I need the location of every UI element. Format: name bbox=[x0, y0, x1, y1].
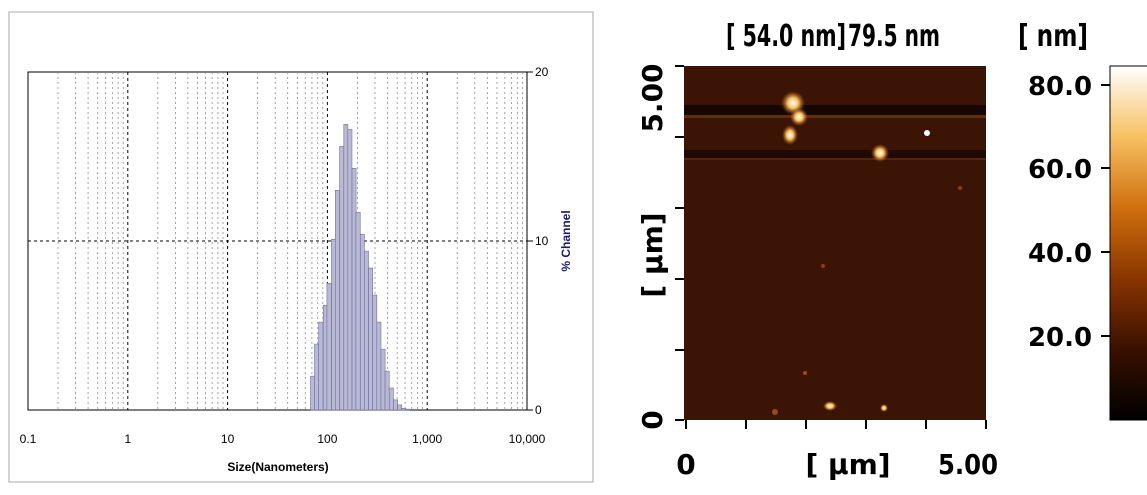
histogram-bar bbox=[318, 321, 324, 411]
particle bbox=[958, 186, 962, 190]
colorbar-tick-80: 80.0 bbox=[1028, 72, 1092, 102]
afm-y-ticks bbox=[675, 65, 684, 421]
histogram-bar bbox=[343, 124, 349, 411]
colorbar bbox=[1109, 65, 1147, 421]
histogram-bar bbox=[397, 404, 402, 411]
x-tick-label: 1 bbox=[124, 432, 131, 446]
particle bbox=[790, 108, 808, 126]
colorbar-tick-60: 60.0 bbox=[1028, 155, 1092, 185]
scan-line-dark bbox=[684, 150, 986, 158]
histogram-bar bbox=[322, 304, 328, 411]
y-tick-label: 0 bbox=[535, 403, 542, 417]
histogram-bar bbox=[347, 129, 353, 411]
afm-image-area bbox=[684, 66, 986, 420]
particle bbox=[871, 144, 889, 162]
particle bbox=[823, 401, 837, 411]
afm-y-axis-label: [ μm] bbox=[636, 212, 669, 297]
particle bbox=[803, 371, 807, 375]
histogram-bar bbox=[310, 375, 315, 411]
histogram-bar bbox=[360, 233, 365, 411]
afm-y-tick-top: 5.00 bbox=[636, 63, 669, 132]
histogram-bar bbox=[372, 294, 378, 411]
histogram-bar bbox=[368, 267, 373, 411]
colorbar-tick-20: 20.0 bbox=[1028, 323, 1092, 353]
y-tick-label: 20 bbox=[535, 65, 549, 79]
afm-range-label: [ 54.0 nm] bbox=[726, 19, 846, 54]
afm-x-axis-label: [ μm] bbox=[805, 448, 890, 481]
chart-frame bbox=[8, 11, 594, 483]
histogram-bar bbox=[405, 408, 411, 411]
particle bbox=[781, 91, 805, 115]
particle bbox=[880, 404, 888, 412]
afm-x-tick-left: 0 bbox=[676, 448, 695, 481]
particle bbox=[924, 130, 930, 136]
histogram-bar bbox=[334, 190, 340, 411]
colorbar-tick-40: 40.0 bbox=[1028, 239, 1092, 269]
x-tick-label: 10,000 bbox=[509, 432, 546, 446]
y-tick-labels: 0 10 20 bbox=[527, 65, 549, 417]
scan-line-dark bbox=[684, 105, 986, 115]
particle bbox=[772, 409, 778, 415]
histogram-bar bbox=[364, 250, 369, 411]
histogram-bar bbox=[355, 211, 361, 411]
histogram-bar bbox=[388, 387, 394, 411]
histogram-bar bbox=[376, 321, 382, 411]
afm-x-ticks bbox=[685, 420, 987, 429]
afm-unit-label: [ nm] bbox=[1018, 19, 1088, 54]
histogram-bar bbox=[393, 399, 398, 411]
particle bbox=[782, 125, 798, 145]
y-tick-label: 10 bbox=[535, 234, 549, 248]
scan-line-bright bbox=[684, 115, 986, 118]
colorbar-ticks bbox=[1101, 84, 1110, 337]
afm-y-tick-bottom: 0 bbox=[636, 410, 669, 429]
histogram-bar bbox=[326, 282, 332, 411]
size-distribution-chart: 0.1 1 10 100 1,000 10,000 0 10 20 Size(Nanomete… bbox=[8, 11, 594, 483]
bar-series bbox=[310, 124, 411, 411]
histogram-bar bbox=[384, 370, 390, 411]
x-tick-label: 10 bbox=[221, 432, 235, 446]
histogram-bar bbox=[339, 146, 345, 411]
x-tick-labels: 0.1 1 10 100 1,000 10,000 bbox=[20, 432, 546, 446]
histogram-bar bbox=[351, 168, 357, 411]
histogram-bar bbox=[380, 348, 386, 411]
histogram-bar bbox=[331, 239, 336, 411]
histogram-bar bbox=[401, 408, 407, 411]
afm-x-tick-right: 5.00 bbox=[938, 448, 998, 481]
y-axis-label: % Channel bbox=[559, 210, 573, 271]
histogram-bar bbox=[314, 343, 320, 411]
afm-height-label: 79.5 nm bbox=[848, 19, 940, 54]
particle bbox=[821, 264, 825, 268]
x-tick-label: 0.1 bbox=[20, 432, 37, 446]
scan-line-bright bbox=[684, 158, 986, 160]
x-tick-label: 1,000 bbox=[412, 432, 442, 446]
x-axis-label: Size(Nanometers) bbox=[227, 460, 328, 474]
x-tick-label: 100 bbox=[317, 432, 337, 446]
